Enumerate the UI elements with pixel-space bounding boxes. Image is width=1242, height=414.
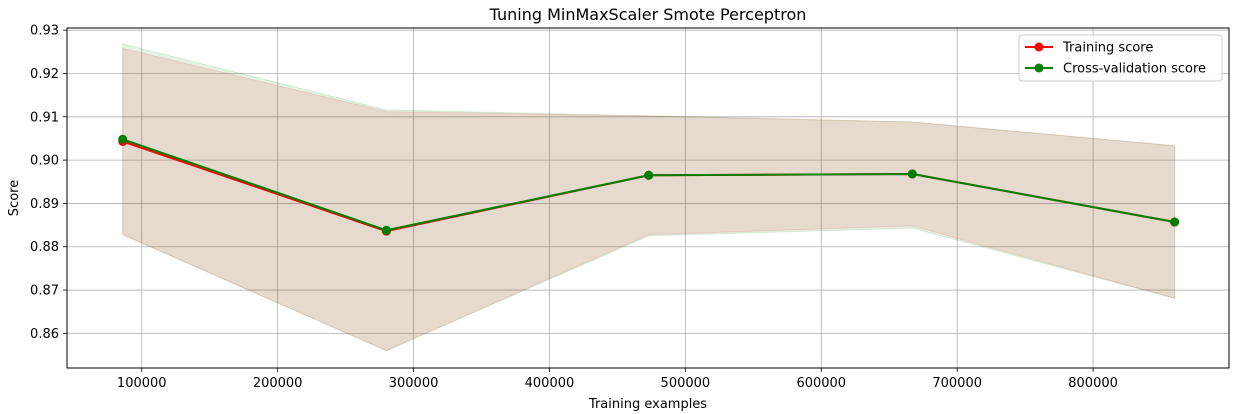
y-tick-label: 0.88 bbox=[30, 240, 59, 255]
x-tick-label: 700000 bbox=[932, 376, 982, 391]
x-tick-label: 100000 bbox=[117, 376, 167, 391]
legend-entry-training: Training score bbox=[1025, 41, 1153, 56]
plot-frame bbox=[66, 27, 1230, 369]
legend: Training score Cross-validation score bbox=[1018, 34, 1223, 82]
x-tick-label: 300000 bbox=[389, 376, 439, 391]
y-tick-label: 0.92 bbox=[30, 67, 59, 82]
y-tick-label: 0.93 bbox=[30, 24, 59, 39]
legend-marker-training bbox=[1034, 42, 1044, 52]
x-axis-label: Training examples bbox=[588, 397, 707, 412]
grid bbox=[67, 28, 1229, 368]
y-tick-label: 0.91 bbox=[30, 110, 59, 125]
data-point bbox=[381, 225, 391, 235]
y-tick-label: 0.90 bbox=[30, 154, 59, 169]
score-band-1 bbox=[122, 43, 1176, 352]
legend-label-cross-validation: Cross-validation score bbox=[1063, 62, 1206, 77]
data-point bbox=[644, 170, 654, 180]
score-band-0 bbox=[122, 47, 1176, 352]
y-axis-label: Score bbox=[7, 180, 22, 216]
data-point bbox=[118, 134, 128, 144]
x-tick-label: 800000 bbox=[1068, 376, 1118, 391]
series-points bbox=[118, 134, 1180, 236]
score-bands bbox=[122, 43, 1176, 352]
y-tick-label: 0.87 bbox=[30, 284, 59, 299]
legend-label-training: Training score bbox=[1062, 41, 1153, 56]
legend-entry-cross-validation: Cross-validation score bbox=[1025, 62, 1206, 77]
legend-marker-cross-validation bbox=[1034, 63, 1044, 73]
y-axis-ticks: 0.86 0.87 0.88 0.89 0.90 0.91 0.92 0.93 bbox=[30, 24, 67, 342]
x-tick-label: 200000 bbox=[253, 376, 303, 391]
chart-title: Tuning MinMaxScaler Smote Perceptron bbox=[489, 5, 807, 24]
data-point bbox=[1170, 217, 1180, 227]
y-tick-label: 0.89 bbox=[30, 197, 59, 212]
x-axis-ticks: 100000 200000 300000 400000 500000 600000 7000… bbox=[117, 368, 1118, 391]
x-tick-label: 600000 bbox=[796, 376, 846, 391]
x-tick-label: 500000 bbox=[661, 376, 711, 391]
legend-box bbox=[1018, 34, 1223, 82]
y-tick-label: 0.86 bbox=[30, 327, 59, 342]
x-tick-label: 400000 bbox=[525, 376, 575, 391]
data-point bbox=[907, 169, 917, 179]
